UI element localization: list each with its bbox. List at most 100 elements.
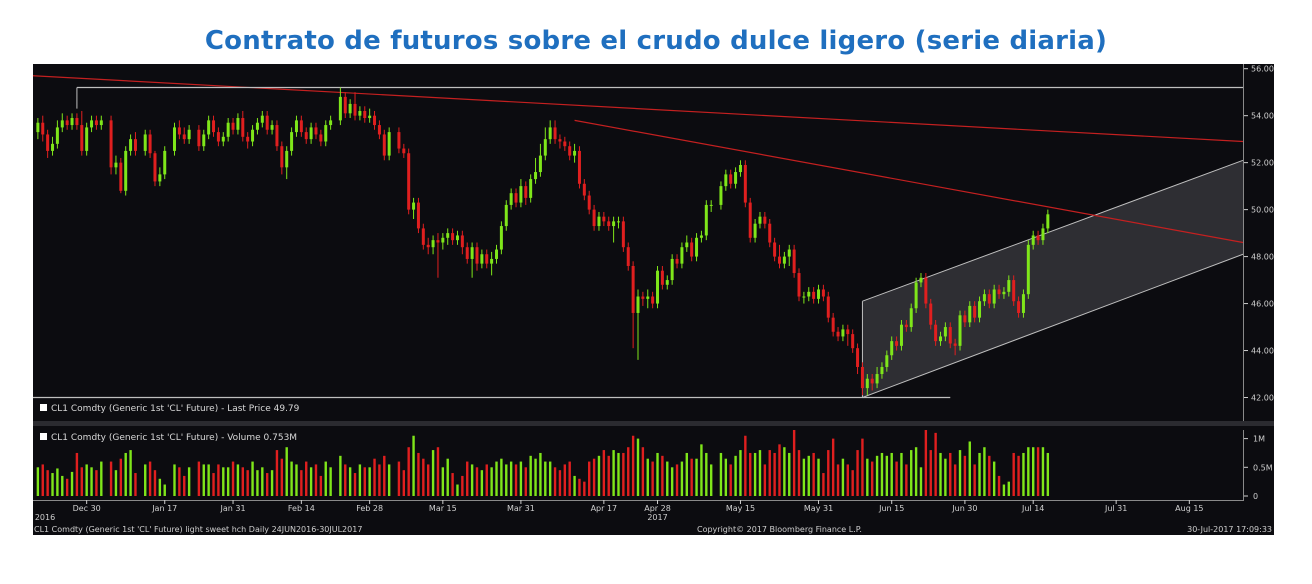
volume-bar bbox=[685, 452, 688, 496]
volume-bar bbox=[890, 452, 893, 496]
candle-body bbox=[792, 249, 796, 274]
candle-body bbox=[777, 256, 781, 264]
candle-body bbox=[758, 216, 762, 224]
candle-body bbox=[163, 150, 167, 175]
candle-body bbox=[475, 247, 479, 264]
candle-body bbox=[675, 258, 679, 264]
volume-bar bbox=[187, 467, 191, 496]
candle-body bbox=[441, 237, 445, 243]
candle-body bbox=[212, 120, 216, 133]
volume-bar bbox=[719, 452, 723, 496]
candle-body bbox=[558, 139, 562, 142]
volume-bar bbox=[431, 450, 435, 496]
x-tick-label: Jan 17 bbox=[151, 504, 177, 513]
candle-body bbox=[329, 120, 333, 126]
volume-bar bbox=[65, 478, 69, 496]
candle-body bbox=[246, 136, 250, 142]
volume-bar bbox=[207, 464, 210, 496]
volume-bar bbox=[773, 452, 776, 496]
candle-body bbox=[36, 122, 40, 133]
volume-bar bbox=[280, 458, 284, 496]
volume-bar bbox=[285, 447, 288, 496]
candle-body bbox=[587, 195, 591, 210]
candle-body bbox=[509, 193, 513, 205]
volume-bar bbox=[739, 450, 742, 496]
volume-bar bbox=[788, 452, 791, 496]
candle-body bbox=[373, 115, 377, 126]
x-tick-label: Dec 30 bbox=[73, 504, 101, 513]
candle-body bbox=[265, 115, 269, 130]
volume-bar bbox=[939, 452, 942, 496]
volume-bar bbox=[797, 450, 801, 496]
volume-bar bbox=[866, 458, 869, 496]
candle-body bbox=[768, 223, 772, 243]
volume-bar bbox=[651, 461, 654, 496]
volume-bar bbox=[578, 478, 581, 496]
volume-bar bbox=[256, 470, 259, 496]
volume-bar bbox=[705, 452, 708, 496]
volume-bar bbox=[329, 467, 332, 496]
price-tick-label: 48.00 bbox=[1251, 253, 1274, 262]
volume-bar bbox=[1036, 447, 1040, 496]
volume-bar bbox=[148, 461, 152, 496]
volume-bar bbox=[427, 464, 430, 496]
volume-bar bbox=[451, 473, 454, 496]
candle-body bbox=[1031, 235, 1035, 245]
candle-body bbox=[99, 120, 103, 126]
volume-bar bbox=[1012, 452, 1015, 496]
volume-bar bbox=[880, 452, 884, 496]
volume-bar bbox=[1017, 455, 1020, 496]
x-tick-label: Jun 30 bbox=[951, 504, 977, 513]
volume-bar bbox=[709, 464, 713, 496]
candle-body bbox=[80, 125, 84, 151]
volume-bar bbox=[622, 452, 625, 496]
candle-body bbox=[485, 254, 489, 264]
chart-title: Contrato de futuros sobre el crudo dulce… bbox=[204, 26, 1108, 56]
candle-body bbox=[978, 301, 982, 318]
footer-right: 30-Jul-2017 17:09:33 bbox=[1187, 525, 1272, 534]
x-tick-label: Feb 28 bbox=[356, 504, 383, 513]
volume-bar bbox=[792, 430, 796, 496]
price-legend-swatch bbox=[40, 404, 47, 411]
candle-body bbox=[85, 127, 89, 151]
year-label: 2017 bbox=[647, 513, 667, 522]
candle-body bbox=[255, 122, 259, 130]
candle-body bbox=[773, 242, 777, 257]
candle-body bbox=[641, 296, 645, 299]
candle-body bbox=[529, 179, 533, 198]
volume-bar bbox=[583, 481, 586, 496]
volume-bar bbox=[114, 470, 118, 496]
volume-bar bbox=[983, 447, 986, 496]
candle-body bbox=[207, 120, 211, 135]
volume-bar bbox=[953, 464, 957, 496]
volume-bar bbox=[524, 467, 527, 496]
candle-body bbox=[202, 134, 206, 147]
candle-body bbox=[499, 226, 503, 250]
candle-body bbox=[514, 193, 518, 203]
volume-bar bbox=[949, 452, 952, 496]
candle-body bbox=[846, 329, 850, 335]
candle-body bbox=[899, 324, 903, 346]
candle-body bbox=[631, 265, 635, 313]
volume-bar bbox=[397, 461, 401, 496]
volume-tick-label: 0 bbox=[1253, 492, 1258, 501]
volume-bar bbox=[968, 441, 971, 496]
volume-bar bbox=[241, 467, 244, 496]
volume-bar bbox=[1041, 447, 1045, 496]
volume-bar bbox=[563, 464, 567, 496]
trend-line bbox=[32, 75, 1244, 143]
price-tick-label: 46.00 bbox=[1251, 300, 1274, 309]
candle-body bbox=[348, 103, 352, 114]
volume-bar bbox=[724, 458, 728, 496]
volume-bar bbox=[846, 464, 849, 496]
x-tick-label: Mar 31 bbox=[507, 504, 535, 513]
volume-bar bbox=[314, 464, 318, 496]
candle-body bbox=[729, 174, 733, 184]
volume-bar bbox=[558, 470, 562, 496]
candle-body bbox=[343, 96, 347, 114]
volume-bar bbox=[109, 461, 113, 496]
x-tick-label: May 31 bbox=[804, 504, 833, 513]
candle-body bbox=[992, 289, 996, 304]
volume-bar bbox=[910, 450, 913, 496]
volume-bar bbox=[924, 430, 928, 496]
